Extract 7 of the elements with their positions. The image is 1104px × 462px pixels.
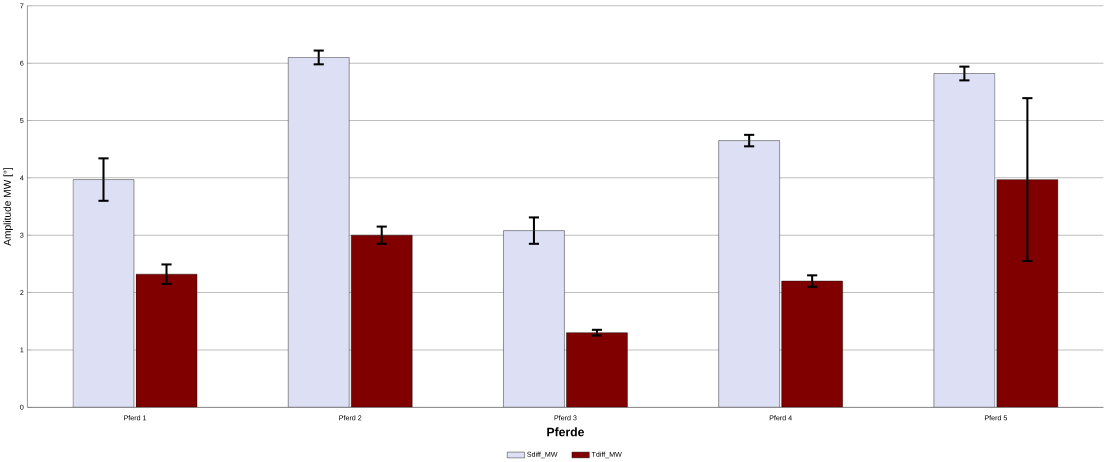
y-axis-title: Amplitude MW [°] xyxy=(3,167,13,246)
x-axis-title: Pferde xyxy=(547,427,584,437)
bar xyxy=(566,332,628,408)
bar xyxy=(351,235,413,408)
bar xyxy=(136,274,197,408)
bar xyxy=(781,280,843,408)
bar xyxy=(996,179,1059,408)
